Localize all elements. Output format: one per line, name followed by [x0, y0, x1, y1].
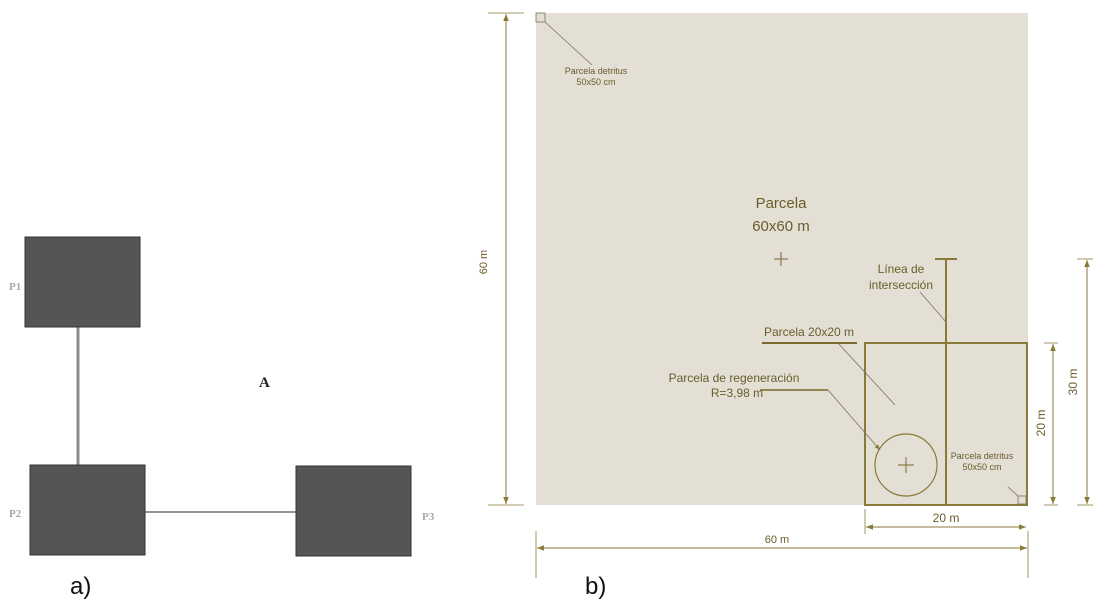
- intersection-label-line2: intersección: [869, 278, 933, 292]
- regeneration-circle: [874, 433, 938, 497]
- plot-label-p2: P2: [9, 508, 22, 520]
- plot-label-p3: P3: [422, 511, 435, 523]
- detritus-bottom-leader: [1007, 486, 1019, 497]
- subplot-20x20: [864, 342, 1028, 506]
- main-plot-size: 60x60 m: [752, 218, 810, 235]
- subplot-leader: [837, 342, 896, 406]
- dim-width-main-label: 60 m: [765, 534, 789, 546]
- center-label: A: [259, 375, 270, 391]
- detritus-square-bottom: [1017, 495, 1027, 505]
- center-cross-icon: [774, 252, 788, 266]
- intersection-leader: [919, 291, 947, 323]
- caption-a: a): [70, 573, 91, 600]
- regeneration-label-line2: R=3,98 m: [711, 386, 763, 400]
- panel-a: P1 P2 P3 A a): [9, 236, 435, 600]
- regeneration-cross-icon: [898, 457, 914, 473]
- dim-height-main-label: 60 m: [478, 250, 490, 274]
- detritus-bottom-line2: 50x50 cm: [962, 462, 1001, 472]
- dim-height-sub-label: 20 m: [1034, 410, 1048, 437]
- regeneration-label-line1: Parcela de regeneración: [669, 371, 800, 385]
- plot-label-p1: P1: [9, 281, 21, 293]
- detritus-top-line2: 50x50 cm: [576, 77, 615, 87]
- detritus-top-leader: [544, 21, 593, 66]
- plot-square-p2: [29, 464, 146, 556]
- plot-square-p1: [24, 236, 141, 328]
- detritus-square-top: [535, 12, 546, 23]
- intersection-label-line1: Línea de: [878, 262, 925, 276]
- subplot-label: Parcela 20x20 m: [764, 325, 854, 339]
- plot-square-p3: [295, 465, 412, 557]
- panel-b: Parcela detritus 50x50 cm Parcela 60x60 …: [478, 12, 1093, 600]
- dim-height-line-label: 30 m: [1066, 369, 1080, 396]
- detritus-bottom-line1: Parcela detritus: [951, 451, 1014, 461]
- detritus-top-line1: Parcela detritus: [565, 66, 628, 76]
- dim-width-sub-label: 20 m: [933, 511, 960, 525]
- caption-b: b): [585, 573, 606, 600]
- main-plot-title: Parcela: [756, 195, 808, 212]
- regeneration-leader: [827, 389, 881, 451]
